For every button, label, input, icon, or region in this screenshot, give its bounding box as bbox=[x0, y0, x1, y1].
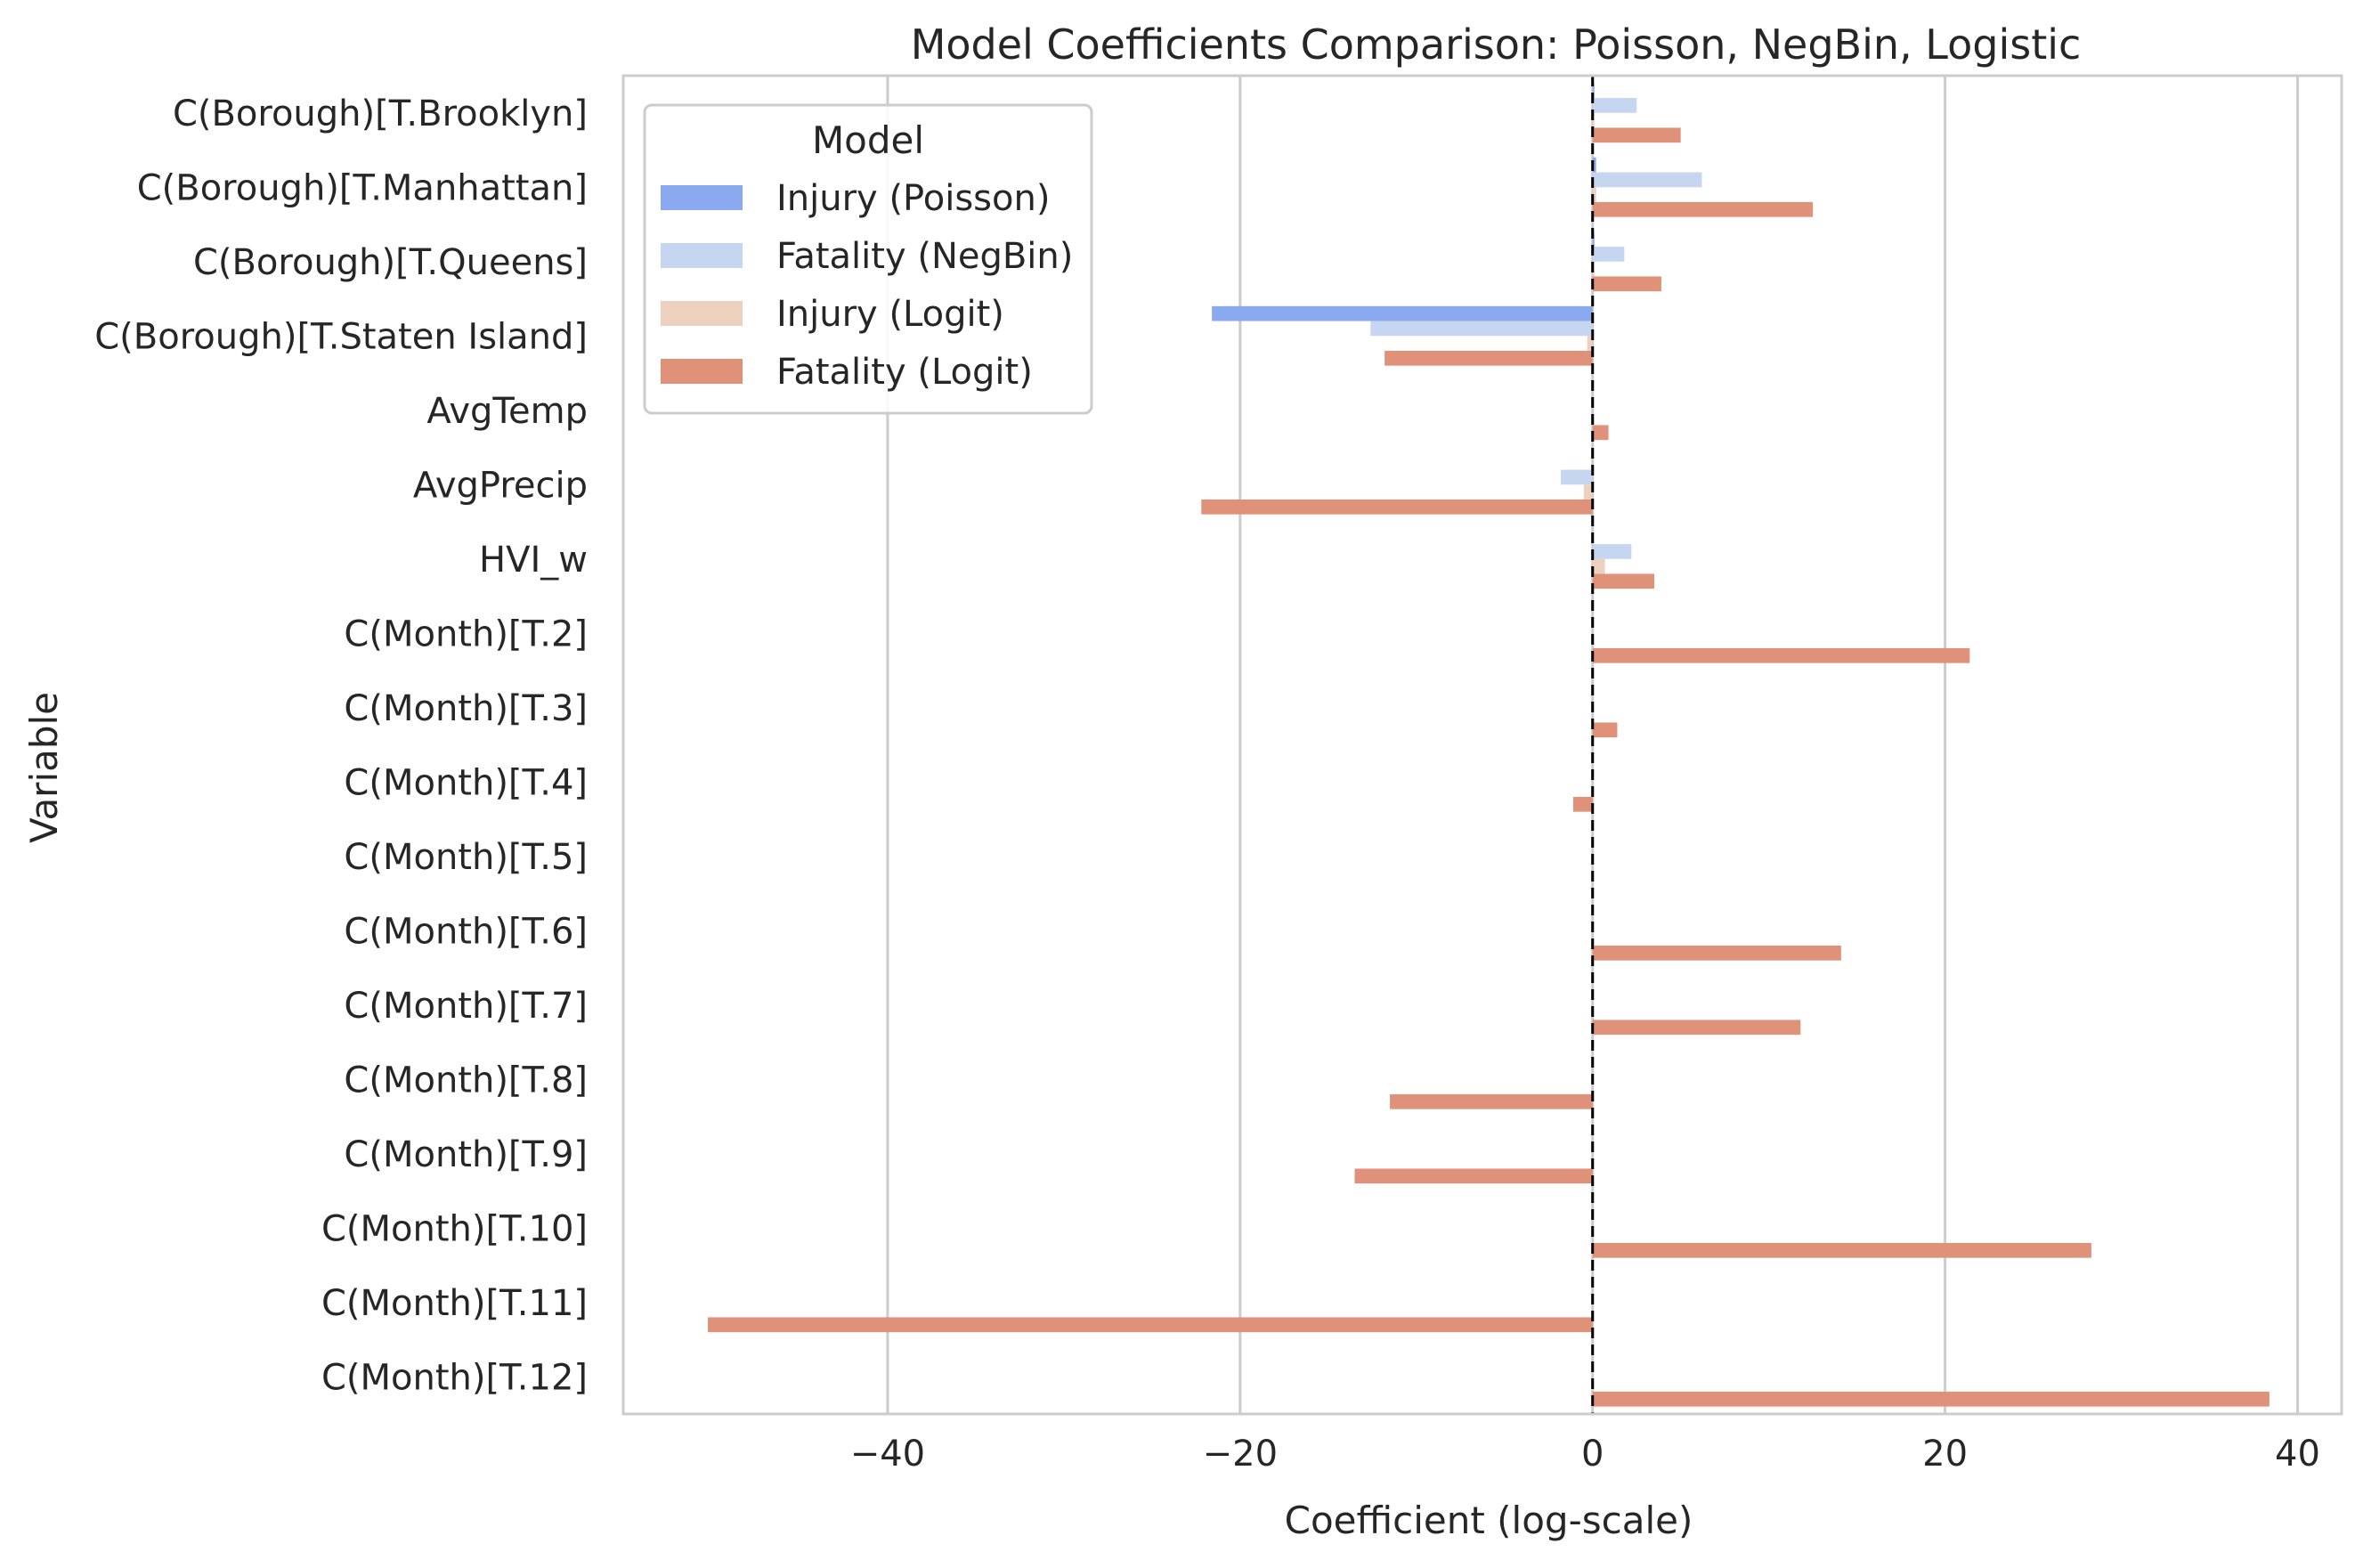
bar bbox=[1354, 1168, 1593, 1184]
y-axis-label: Variable bbox=[22, 692, 66, 843]
bar bbox=[1561, 469, 1593, 485]
bar bbox=[1592, 172, 1702, 188]
plot-frame bbox=[621, 74, 2343, 1416]
legend-swatch bbox=[661, 243, 743, 268]
y-tick-labels: C(Borough)[T.Brooklyn] C(Borough)[T.Manha… bbox=[94, 93, 588, 1399]
y-tick-label: C(Borough)[T.Queens] bbox=[193, 242, 588, 283]
bar bbox=[1592, 83, 1595, 99]
y-tick-label: C(Month)[T.2] bbox=[344, 613, 588, 654]
y-tick-label: AvgPrecip bbox=[413, 465, 588, 506]
legend-title: Model bbox=[812, 118, 924, 162]
y-tick-label: C(Borough)[T.Brooklyn] bbox=[173, 93, 588, 134]
y-tick-label: C(Month)[T.8] bbox=[344, 1060, 588, 1101]
y-tick-label: C(Month)[T.11] bbox=[321, 1283, 588, 1324]
bar bbox=[1370, 321, 1593, 337]
bar bbox=[1592, 647, 1970, 663]
x-tick-label: 0 bbox=[1581, 1434, 1604, 1475]
bar bbox=[1592, 722, 1618, 738]
y-tick-label: C(Month)[T.5] bbox=[344, 837, 588, 878]
legend-label: Injury (Poisson) bbox=[776, 178, 1050, 219]
y-tick-label: C(Borough)[T.Staten Island] bbox=[94, 316, 588, 357]
legend-swatch bbox=[661, 185, 743, 210]
bar bbox=[1583, 484, 1593, 500]
x-tick-labels: −40 −20 0 20 40 bbox=[850, 1434, 2320, 1475]
bar bbox=[1592, 127, 1681, 143]
bar bbox=[1592, 201, 1814, 217]
legend-label: Injury (Logit) bbox=[776, 294, 1004, 335]
x-tick-label: −40 bbox=[850, 1434, 925, 1475]
y-tick-label: C(Month)[T.6] bbox=[344, 911, 588, 952]
legend-swatch bbox=[661, 359, 743, 384]
legend: Model Injury (Poisson) Fatality (NegBin) I… bbox=[643, 103, 1093, 415]
plot-border bbox=[621, 74, 2343, 1416]
bar bbox=[1592, 544, 1632, 559]
y-tick-label: C(Month)[T.12] bbox=[321, 1357, 588, 1398]
x-tick-label: −20 bbox=[1203, 1434, 1278, 1475]
bar bbox=[1592, 232, 1595, 248]
bar bbox=[1592, 187, 1596, 202]
legend-label: Fatality (Logit) bbox=[776, 352, 1033, 393]
x-tick-label: 40 bbox=[2275, 1434, 2320, 1475]
y-tick-label: C(Borough)[T.Manhattan] bbox=[137, 167, 588, 208]
chart-title: Model Coefficients Comparison: Poisson, … bbox=[911, 20, 2082, 69]
y-tick-label: C(Month)[T.4] bbox=[344, 762, 588, 803]
bar bbox=[1592, 112, 1595, 128]
bar bbox=[1592, 247, 1625, 262]
bar bbox=[1572, 796, 1593, 812]
y-tick-label: C(Month)[T.9] bbox=[344, 1134, 588, 1175]
bar bbox=[708, 1317, 1593, 1333]
x-axis-label: Coefficient (log-scale) bbox=[1285, 1499, 1693, 1542]
y-tick-label: AvgTemp bbox=[426, 391, 588, 432]
y-tick-label: C(Month)[T.3] bbox=[344, 688, 588, 729]
bar bbox=[1592, 276, 1661, 292]
bar bbox=[1201, 499, 1593, 515]
y-tick-label: HVI_w bbox=[479, 540, 588, 581]
legend-box bbox=[643, 103, 1093, 415]
bar bbox=[1390, 1093, 1593, 1109]
legend-label: Fatality (NegBin) bbox=[776, 236, 1073, 277]
bars-layer bbox=[708, 83, 2270, 1407]
bar bbox=[1212, 305, 1593, 321]
legend-swatch bbox=[661, 301, 743, 326]
bar bbox=[1592, 98, 1637, 113]
bar bbox=[1592, 157, 1596, 173]
bar bbox=[1592, 1020, 1801, 1036]
y-tick-label: C(Month)[T.7] bbox=[344, 986, 588, 1027]
bar bbox=[1592, 573, 1654, 589]
x-tick-label: 20 bbox=[1922, 1434, 1968, 1475]
bar bbox=[1592, 425, 1609, 441]
bar bbox=[1592, 945, 1841, 961]
bar bbox=[1592, 1242, 2091, 1258]
bar bbox=[1385, 350, 1593, 366]
y-tick-label: C(Month)[T.10] bbox=[321, 1208, 588, 1249]
bar bbox=[1592, 1391, 2270, 1407]
bar bbox=[1592, 558, 1605, 574]
bar bbox=[1587, 336, 1593, 351]
